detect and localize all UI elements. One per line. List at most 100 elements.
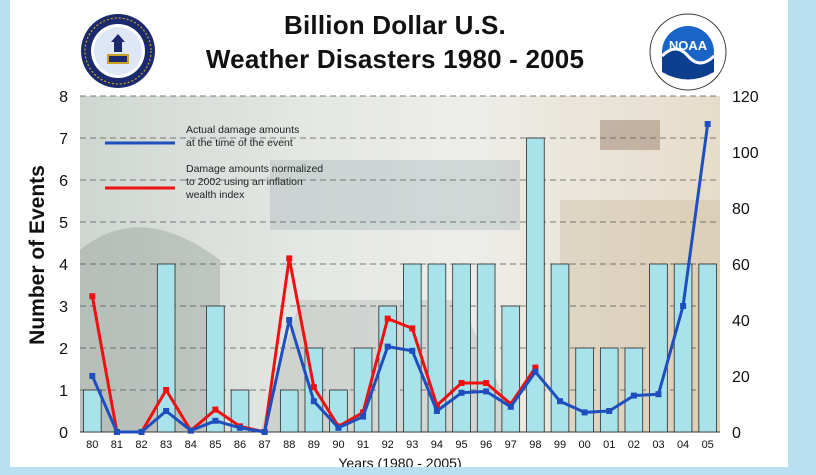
x-tick-labels: 80 81 82 83 84 85 86 87 88 89 90 91 92 93 94 95 96 97 98 99… — [86, 439, 714, 451]
left-y-tick-label: 6 — [59, 173, 68, 190]
legend-normalized-label-line-2: to 2002 using an inflation — [186, 176, 303, 188]
right-y-tick-label: 20 — [732, 369, 750, 386]
bar-05 — [699, 264, 717, 432]
y-axis-title-left: Number of Events — [26, 165, 50, 345]
x-tick-label: 82 — [135, 439, 147, 451]
actual-damage-point — [212, 418, 218, 424]
x-tick-label: 95 — [455, 439, 467, 451]
normalized-damage-point — [483, 380, 489, 386]
normalized-damage-point — [89, 293, 95, 299]
left-y-tick-label: 1 — [59, 383, 68, 400]
x-tick-label: 91 — [357, 439, 369, 451]
bar-83 — [157, 264, 175, 432]
bar-98 — [527, 138, 545, 432]
legend-normalized-label-line-3: wealth index — [185, 189, 245, 201]
x-tick-label: 05 — [702, 439, 714, 451]
bar-92 — [379, 306, 397, 432]
actual-damage-point — [262, 429, 268, 435]
x-tick-label: 85 — [209, 439, 221, 451]
actual-damage-point — [385, 344, 391, 350]
x-tick-label: 90 — [332, 439, 344, 451]
left-y-tick-label: 5 — [59, 215, 68, 232]
right-y-tick-label: 100 — [732, 145, 759, 162]
right-y-tick-label: 0 — [732, 425, 741, 442]
actual-damage-point — [311, 398, 317, 404]
actual-damage-point — [557, 398, 563, 404]
right-y-tick-label: 40 — [732, 313, 750, 330]
normalized-damage-point — [409, 325, 415, 331]
x-axis-title: Years (1980 - 2005) — [338, 455, 461, 471]
actual-damage-point — [335, 425, 341, 431]
normalized-damage-point — [212, 407, 218, 413]
right-y-tick-label: 120 — [732, 89, 759, 106]
x-tick-label: 80 — [86, 439, 98, 451]
actual-damage-point — [409, 348, 415, 354]
y-axis-title-right: Damage Amounts in Billions of Dollars — [789, 147, 803, 377]
x-tick-label: 98 — [529, 439, 541, 451]
legend-actual-label-line-1: Actual damage amounts — [186, 124, 299, 136]
actual-damage-point — [483, 388, 489, 394]
right-y-tick-labels: 0 20 40 60 80 100 120 — [732, 89, 759, 442]
x-tick-label: 97 — [505, 439, 517, 451]
bar-88 — [280, 390, 298, 432]
actual-damage-point — [582, 409, 588, 415]
actual-damage-point — [89, 373, 95, 379]
x-tick-label: 03 — [652, 439, 664, 451]
bar-97 — [502, 306, 520, 432]
bar-01 — [600, 348, 618, 432]
bar-96 — [477, 264, 495, 432]
normalized-damage-point — [286, 255, 292, 261]
x-tick-label: 81 — [111, 439, 123, 451]
x-tick-label: 99 — [554, 439, 566, 451]
x-tick-label: 89 — [308, 439, 320, 451]
left-y-tick-label: 7 — [59, 131, 68, 148]
normalized-damage-point — [459, 380, 465, 386]
bar-95 — [453, 264, 471, 432]
x-tick-label: 92 — [382, 439, 394, 451]
x-tick-label: 94 — [431, 439, 443, 451]
right-y-tick-label: 60 — [732, 257, 750, 274]
actual-damage-point — [286, 317, 292, 323]
actual-damage-point — [237, 425, 243, 431]
x-tick-label: 88 — [283, 439, 295, 451]
bar-80 — [83, 390, 101, 432]
normalized-damage-point — [163, 387, 169, 393]
x-tick-label: 93 — [406, 439, 418, 451]
actual-damage-point — [606, 408, 612, 414]
actual-damage-point — [508, 404, 514, 410]
actual-damage-point — [680, 303, 686, 309]
actual-damage-point — [188, 428, 194, 434]
actual-damage-point — [459, 390, 465, 396]
actual-damage-point — [163, 408, 169, 414]
actual-damage-point — [631, 393, 637, 399]
actual-damage-point — [532, 369, 538, 375]
x-tick-label: 84 — [185, 439, 197, 451]
left-y-tick-label: 0 — [59, 425, 68, 442]
actual-damage-point — [655, 391, 661, 397]
bar-02 — [625, 348, 643, 432]
actual-damage-point — [114, 429, 120, 435]
x-tick-label: 86 — [234, 439, 246, 451]
legend-actual-label-line-2: at the time of the event — [186, 137, 293, 149]
x-tick-label: 96 — [480, 439, 492, 451]
left-y-tick-label: 3 — [59, 299, 68, 316]
bar-00 — [576, 348, 594, 432]
actual-damage-point — [705, 121, 711, 127]
x-tick-label: 00 — [578, 439, 590, 451]
actual-damage-point — [139, 429, 145, 435]
x-tick-label: 83 — [160, 439, 172, 451]
left-y-tick-label: 4 — [59, 257, 68, 274]
x-tick-label: 04 — [677, 439, 689, 451]
left-y-tick-label: 8 — [59, 89, 68, 106]
legend-normalized-label-line-1: Damage amounts normalized — [186, 163, 323, 175]
x-tick-label: 01 — [603, 439, 615, 451]
bar-03 — [650, 264, 668, 432]
actual-damage-point — [360, 414, 366, 420]
bar-04 — [674, 264, 692, 432]
normalized-damage-point — [385, 316, 391, 322]
left-y-tick-labels: 0 1 2 3 4 5 6 7 8 — [59, 89, 68, 442]
right-y-tick-label: 80 — [732, 201, 750, 218]
x-tick-label: 87 — [258, 439, 270, 451]
